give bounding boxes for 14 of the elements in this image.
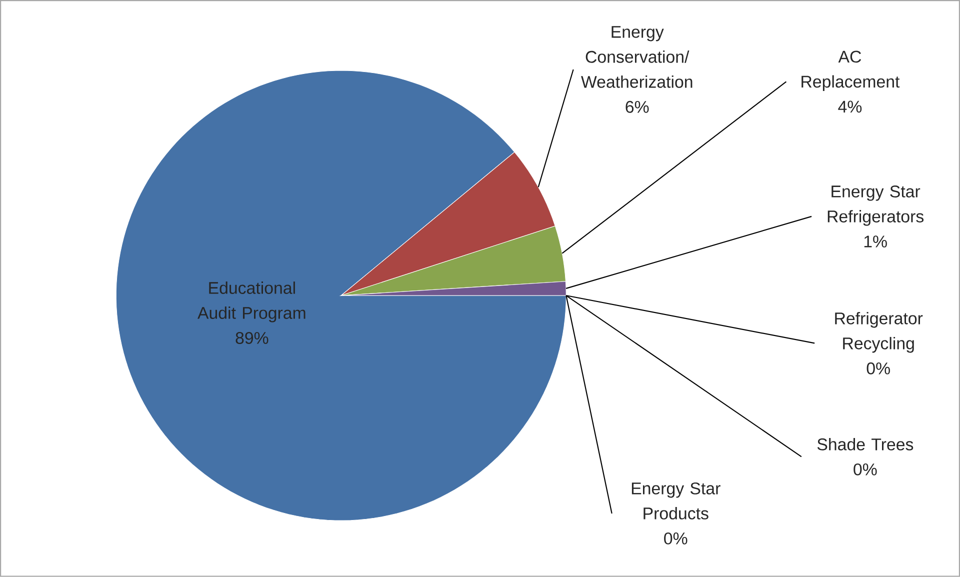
text: 0% [866, 362, 890, 374]
slice-label: Energy Conservation/ Weatherization [581, 26, 692, 88]
data-label: 6% [626, 101, 649, 113]
category-label: Shade Trees [817, 438, 914, 450]
slice-label: AC Replacement [802, 50, 900, 92]
category-label: Energy Star Products [632, 482, 720, 520]
data-label: 4% [838, 100, 862, 113]
slice-label: Educational Audit Program [198, 282, 306, 322]
category-label: Refrigerator Recycling [835, 312, 923, 353]
text: 0% [854, 464, 877, 476]
data-label: 1% [864, 236, 887, 248]
slice-label: Energy Star Refrigerators [828, 186, 924, 226]
data-label: 89% [236, 332, 268, 344]
text: 0% [664, 532, 688, 545]
